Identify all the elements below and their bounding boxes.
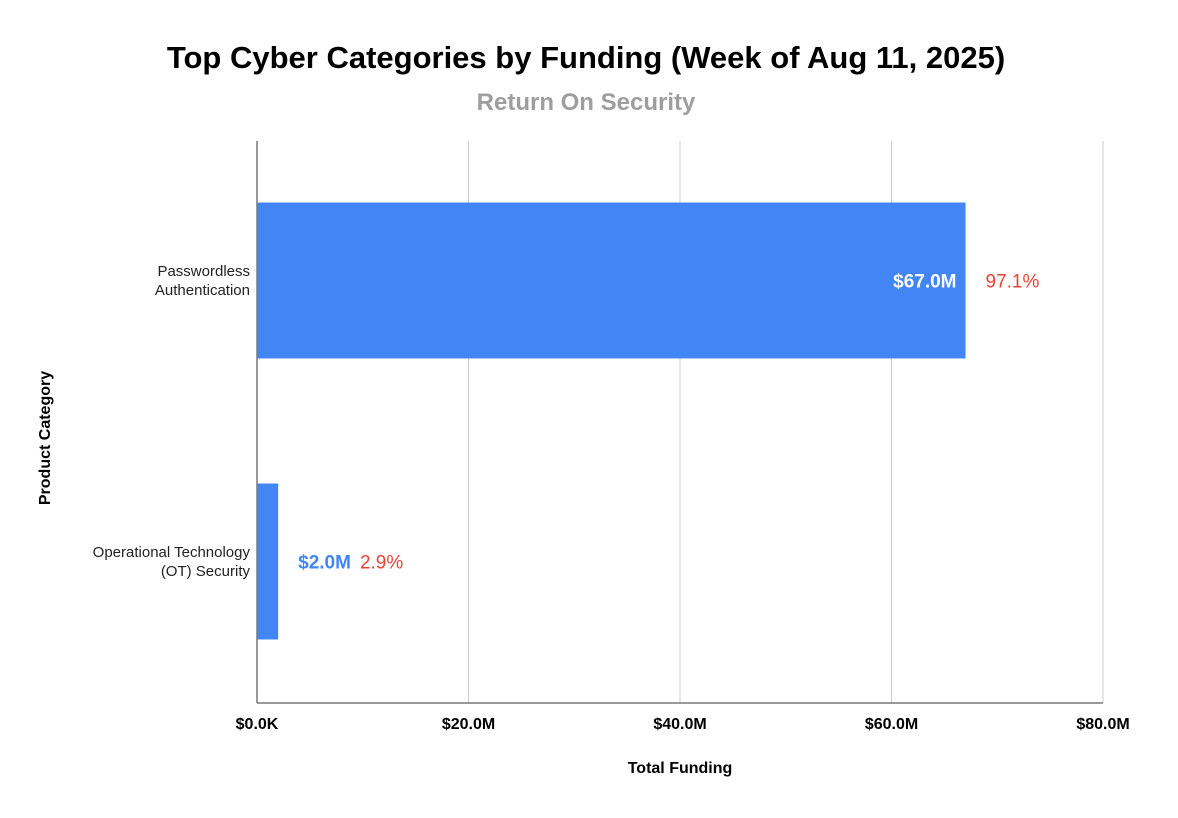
value-label: $2.0M — [298, 553, 351, 574]
category-label: Operational Technology (OT) Security — [93, 544, 251, 580]
bar — [257, 483, 279, 640]
category-labels: Passwordless Authentication Operational Te… — [93, 263, 251, 580]
value-label: $67.0M — [893, 272, 956, 293]
bars — [257, 202, 966, 640]
x-tick-label: $0.0K — [236, 716, 279, 733]
x-tick-label: $40.0M — [653, 716, 706, 733]
x-tick-labels: $0.0K $20.0M $40.0M $60.0M $80.0M — [236, 716, 1130, 733]
x-tick-label: $20.0M — [442, 716, 495, 733]
y-axis-title: Product Category — [37, 371, 54, 505]
bar — [257, 202, 966, 359]
category-label: Passwordless Authentication — [155, 263, 250, 299]
chart-subtitle: Return On Security — [477, 89, 696, 116]
x-tick-label: $80.0M — [1076, 716, 1129, 733]
percent-label: 97.1% — [986, 272, 1040, 293]
x-tick-label: $60.0M — [865, 716, 918, 733]
x-axis-title: Total Funding — [628, 760, 733, 777]
chart-title: Top Cyber Categories by Funding (Week of… — [167, 40, 1005, 75]
data-labels: $67.0M 97.1% $2.0M 2.9% — [298, 272, 1039, 574]
percent-label: 2.9% — [360, 553, 403, 574]
